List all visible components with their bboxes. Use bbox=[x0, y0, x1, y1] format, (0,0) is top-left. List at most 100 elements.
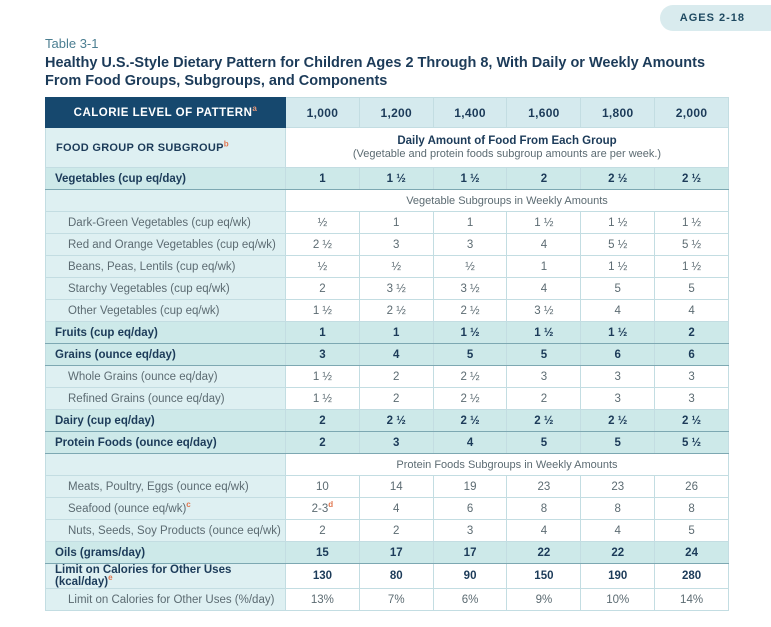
value-cell: 8 bbox=[580, 497, 656, 520]
row-label: Dark-Green Vegetables (cup eq/wk) bbox=[45, 211, 286, 234]
calorie-column-header: 1,000 bbox=[285, 97, 360, 128]
value-cell: 3 bbox=[580, 365, 656, 388]
value-cell: 2 ½ bbox=[358, 299, 434, 322]
value-cell: 10% bbox=[580, 588, 656, 611]
value-cell: 5 bbox=[654, 277, 729, 300]
value-cell: 5 bbox=[580, 277, 656, 300]
value-cell: 1 bbox=[358, 321, 434, 344]
value-cell: 6 bbox=[432, 497, 508, 520]
value-cell: 3 bbox=[358, 431, 434, 454]
value-cell: 4 bbox=[358, 497, 434, 520]
row-label: Grains (ounce eq/day) bbox=[45, 343, 286, 366]
value-cell: 2 ½ bbox=[432, 299, 508, 322]
value-cell: 2 bbox=[506, 387, 582, 410]
row-label: Other Vegetables (cup eq/wk) bbox=[45, 299, 286, 322]
value-cell: 5 bbox=[506, 343, 582, 366]
value-cell: 5 bbox=[580, 431, 656, 454]
value-cell: ½ bbox=[358, 255, 434, 278]
value-cell: 6% bbox=[432, 588, 508, 611]
value-cell: 15 bbox=[285, 541, 360, 564]
row-label bbox=[45, 189, 286, 212]
value-cell: ½ bbox=[432, 255, 508, 278]
calorie-column-header: 2,000 bbox=[654, 97, 729, 128]
value-cell: 1 bbox=[432, 211, 508, 234]
value-cell: 10 bbox=[285, 475, 360, 498]
row-label: Nuts, Seeds, Soy Products (ounce eq/wk) bbox=[45, 519, 286, 542]
value-cell: 2 ½ bbox=[358, 409, 434, 432]
value-cell: 24 bbox=[654, 541, 729, 564]
value-cell: 23 bbox=[506, 475, 582, 498]
value-cell: 4 bbox=[358, 343, 434, 366]
value-cell: 3 bbox=[654, 365, 729, 388]
value-cell: 2 bbox=[358, 519, 434, 542]
calorie-level-header-cell: CALORIE LEVEL OF PATTERNa bbox=[45, 97, 286, 128]
value-cell: 3 bbox=[358, 233, 434, 256]
value-cell: 6 bbox=[654, 343, 729, 366]
value-cell: 4 bbox=[506, 277, 582, 300]
value-cell: 7% bbox=[358, 588, 434, 611]
value-cell: 2 bbox=[285, 519, 360, 542]
value-cell: 14 bbox=[358, 475, 434, 498]
value-cell: 4 bbox=[654, 299, 729, 322]
value-cell: 1 ½ bbox=[432, 167, 508, 190]
value-cell: 2 bbox=[285, 409, 360, 432]
row-label: Vegetables (cup eq/day) bbox=[45, 167, 286, 190]
value-cell: 2 ½ bbox=[432, 409, 508, 432]
value-cell: 1 bbox=[358, 211, 434, 234]
value-cell: 5 bbox=[432, 343, 508, 366]
table-row: Protein Foods Subgroups in Weekly Amount… bbox=[45, 453, 729, 476]
value-cell: 3 bbox=[285, 343, 360, 366]
value-cell: 2 bbox=[358, 387, 434, 410]
value-cell: 17 bbox=[358, 541, 434, 564]
value-cell: 2 ½ bbox=[285, 233, 360, 256]
value-cell: 1 ½ bbox=[654, 255, 729, 278]
calorie-level-header-label: CALORIE LEVEL OF PATTERN bbox=[73, 106, 253, 119]
value-cell: 1 bbox=[285, 167, 360, 190]
value-cell: 4 bbox=[580, 519, 656, 542]
table-row: Red and Orange Vegetables (cup eq/wk) 2 ½… bbox=[45, 233, 729, 256]
daily-amount-subnote: (Vegetable and protein foods subgroup am… bbox=[352, 148, 662, 160]
value-cell: 2 ½ bbox=[506, 409, 582, 432]
value-cell: 22 bbox=[580, 541, 656, 564]
table-row: Seafood (ounce eq/wk)c 2-3d 4 6 8 8 8 bbox=[45, 497, 729, 520]
page-content: Table 3-1 Healthy U.S.-Style Dietary Pat… bbox=[45, 36, 729, 611]
table-row: Nuts, Seeds, Soy Products (ounce eq/wk) 2… bbox=[45, 519, 729, 542]
row-label: Whole Grains (ounce eq/day) bbox=[45, 365, 286, 388]
food-group-header-label: FOOD GROUP OR SUBGROUP bbox=[56, 141, 224, 154]
row-label: Starchy Vegetables (cup eq/wk) bbox=[45, 277, 286, 300]
value-cell: 3 bbox=[432, 233, 508, 256]
value-cell: 9% bbox=[506, 588, 582, 611]
row-label: Refined Grains (ounce eq/day) bbox=[45, 387, 286, 410]
value-cell: 3 bbox=[432, 519, 508, 542]
row-label bbox=[45, 453, 286, 476]
food-group-header-cell: FOOD GROUP OR SUBGROUPb bbox=[45, 127, 286, 168]
value-cell: ½ bbox=[285, 255, 360, 278]
row-label: Protein Foods (ounce eq/day) bbox=[45, 431, 286, 454]
value-cell: 2 ½ bbox=[580, 167, 656, 190]
value-cell: 2 bbox=[654, 321, 729, 344]
table-title-line2: From Food Groups, Subgroups, and Compone… bbox=[45, 73, 388, 89]
value-cell: 23 bbox=[580, 475, 656, 498]
value-cell: 1 bbox=[285, 321, 360, 344]
value-cell: 1 ½ bbox=[580, 321, 656, 344]
calorie-level-header-row: CALORIE LEVEL OF PATTERNa 1,000 1,200 1,40… bbox=[45, 97, 729, 128]
value-cell: 8 bbox=[506, 497, 582, 520]
row-label: Dairy (cup eq/day) bbox=[45, 409, 286, 432]
value-cell: 1 ½ bbox=[580, 255, 656, 278]
row-label: Beans, Peas, Lentils (cup eq/wk) bbox=[45, 255, 286, 278]
value-cell: 2 ½ bbox=[654, 409, 729, 432]
ages-badge: AGES 2-18 bbox=[659, 5, 771, 31]
value-cell: 1 ½ bbox=[358, 167, 434, 190]
value-cell: 130 bbox=[285, 563, 360, 589]
footnote-marker-c: c bbox=[186, 499, 191, 509]
value-cell: 2 bbox=[285, 431, 360, 454]
value-cell: 26 bbox=[654, 475, 729, 498]
